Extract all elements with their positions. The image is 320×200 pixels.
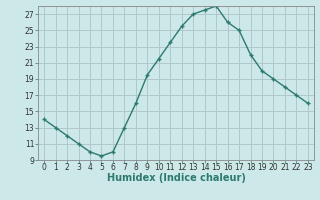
X-axis label: Humidex (Indice chaleur): Humidex (Indice chaleur): [107, 173, 245, 183]
